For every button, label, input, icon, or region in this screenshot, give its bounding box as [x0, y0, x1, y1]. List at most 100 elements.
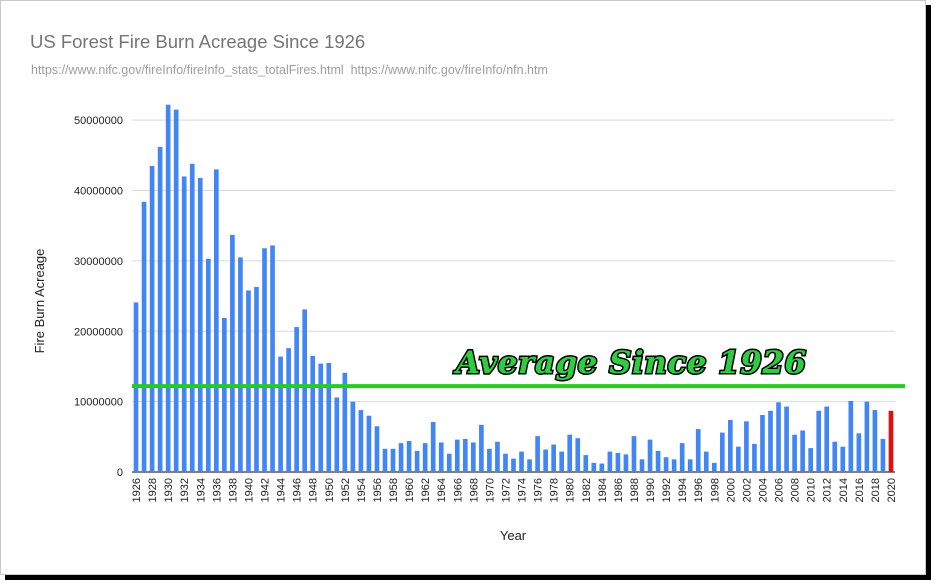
bar-1963: [430, 422, 436, 472]
bar-1978: [551, 444, 556, 472]
bar-1986: [615, 453, 621, 472]
bar-1952: [342, 372, 348, 472]
bar-1997: [703, 451, 709, 472]
bar-1970: [487, 448, 492, 472]
bar-1968: [471, 442, 476, 472]
bar-1972: [503, 453, 508, 472]
bar-2020: [888, 410, 894, 472]
bar-1944: [278, 356, 283, 472]
bar-2001: [736, 446, 741, 472]
bar-1965: [446, 453, 452, 472]
bar-1930: [165, 104, 171, 473]
x-tick-label: 1956: [372, 478, 384, 502]
bar-1928: [149, 165, 155, 472]
bar-1943: [270, 245, 275, 472]
x-tick-label: 1988: [629, 478, 641, 502]
bar-1995: [687, 459, 693, 472]
x-tick-label: 1994: [677, 478, 689, 502]
bar-1955: [366, 415, 372, 472]
bar-2010: [808, 448, 813, 472]
x-tick-label: 2020: [886, 478, 898, 502]
bar-1981: [575, 438, 581, 472]
bar-2012: [824, 406, 830, 472]
x-tick-label: 1968: [468, 478, 480, 502]
bar-1990: [647, 439, 653, 472]
y-tick-label: 30000000: [74, 256, 123, 268]
bar-1985: [607, 451, 613, 472]
bar-1953: [350, 401, 356, 472]
x-tick-label: 1938: [227, 478, 239, 502]
bar-1975: [527, 459, 532, 472]
bar-1945: [286, 348, 291, 472]
x-tick-label: 1976: [533, 478, 545, 502]
bar-1974: [519, 451, 524, 472]
bar-1954: [358, 410, 364, 472]
x-tick-label: 1970: [484, 478, 496, 502]
x-tick-label: 1928: [147, 478, 159, 502]
bar-2008: [792, 434, 797, 472]
bar-1999: [719, 432, 725, 472]
bar-1956: [374, 426, 380, 472]
bar-2018: [872, 410, 878, 472]
bar-1938: [230, 234, 235, 472]
bar-1939: [238, 257, 243, 472]
bar-2019: [880, 438, 886, 472]
chart-subtitle: https://www.nifc.gov/fireInfo/fireInfo_s…: [31, 63, 548, 77]
x-axis-title: Year: [500, 528, 527, 543]
y-tick-label: 10000000: [74, 397, 123, 409]
bar-1979: [559, 451, 565, 472]
x-tick-label: 1950: [324, 478, 336, 502]
y-tick-label: 20000000: [74, 326, 123, 338]
bar-1941: [254, 286, 259, 472]
x-tick-label: 2006: [774, 478, 786, 502]
bar-1996: [695, 429, 701, 472]
bar-1940: [246, 290, 251, 472]
bar-1962: [422, 443, 428, 472]
bar-2014: [840, 446, 846, 472]
x-tick-label: 2000: [725, 478, 737, 502]
x-tick-label: 1940: [243, 478, 255, 502]
x-tick-label: 2018: [870, 478, 882, 502]
bar-1969: [479, 424, 484, 472]
x-tick-label: 1952: [340, 478, 352, 502]
x-tick-label: 1986: [613, 478, 625, 502]
bar-1957: [382, 448, 388, 472]
bar-1994: [679, 443, 685, 472]
x-tick-label: 1960: [404, 478, 416, 502]
x-tick-label: 1964: [436, 478, 448, 502]
y-tick-label: 40000000: [74, 186, 123, 198]
x-tick-label: 1966: [452, 478, 464, 502]
x-tick-label: 2016: [854, 478, 866, 502]
bar-1958: [390, 448, 396, 472]
bar-2017: [864, 401, 870, 472]
bar-1967: [462, 438, 468, 472]
bar-1980: [567, 434, 573, 472]
bar-1966: [454, 439, 460, 472]
x-tick-label: 1954: [356, 478, 368, 502]
x-tick-label: 1972: [500, 478, 512, 502]
x-tick-label: 1984: [597, 478, 609, 502]
x-tick-label: 1930: [163, 478, 175, 502]
bar-1947: [302, 309, 308, 472]
bar-2002: [744, 421, 749, 472]
bar-2000: [728, 419, 733, 472]
x-tick-label: 2014: [838, 478, 850, 502]
x-tick-label: 1990: [645, 478, 657, 502]
bar-1991: [655, 450, 661, 472]
x-tick-label: 1946: [292, 478, 304, 502]
bar-1993: [671, 459, 677, 472]
bar-1989: [639, 459, 645, 472]
bar-1959: [398, 443, 404, 472]
bar-1946: [294, 327, 299, 472]
x-tick-label: 2004: [757, 478, 769, 502]
bar-1932: [181, 176, 187, 473]
x-tick-label: 1992: [661, 478, 673, 502]
x-tick-label: 2002: [741, 478, 753, 502]
bar-1983: [591, 462, 597, 472]
x-tick-label: 1980: [565, 478, 577, 502]
bar-2011: [816, 410, 822, 472]
bar-1988: [631, 436, 637, 472]
bar-1929: [157, 146, 163, 473]
x-tick-label: 1998: [709, 478, 721, 502]
bar-1927: [141, 201, 147, 472]
